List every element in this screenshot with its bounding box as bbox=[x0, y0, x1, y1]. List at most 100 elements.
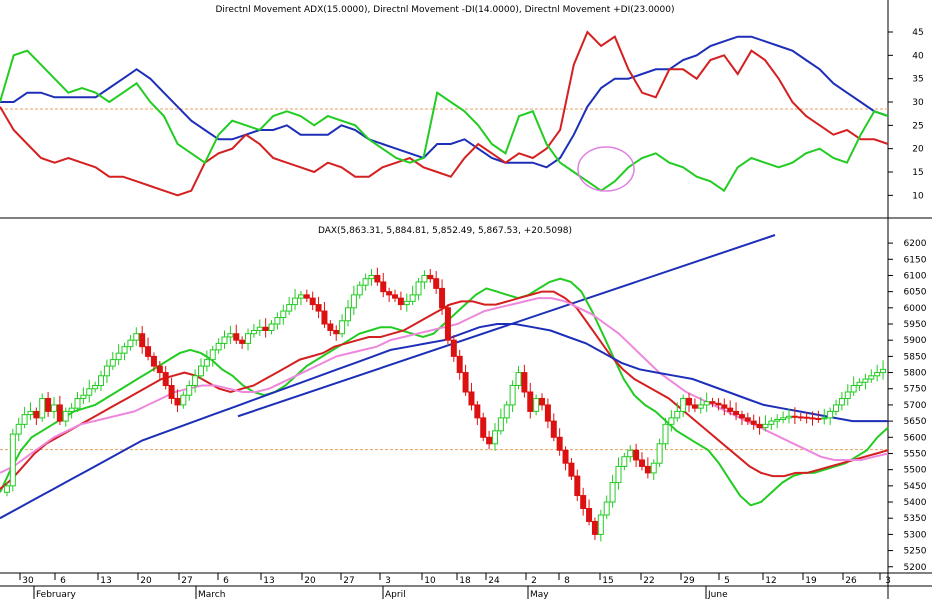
candle-body bbox=[697, 404, 704, 409]
candle-body bbox=[621, 456, 628, 467]
price-y-tick-label: 5750 bbox=[904, 385, 927, 395]
dmi-y-tick-label: 45 bbox=[912, 28, 923, 38]
candle-body bbox=[315, 304, 322, 312]
price-y-tick-label: 5400 bbox=[904, 498, 927, 508]
adx-line bbox=[0, 35, 889, 169]
dmi-panel bbox=[0, 30, 889, 197]
candle-body bbox=[245, 333, 252, 344]
price-y-tick-label: 5200 bbox=[904, 563, 927, 573]
candle-body bbox=[309, 297, 316, 306]
candle-body bbox=[397, 297, 404, 306]
candle-body bbox=[586, 508, 593, 522]
candle-body bbox=[539, 397, 546, 406]
candle-body bbox=[327, 323, 334, 331]
price-y-tick-label: 6050 bbox=[904, 288, 927, 298]
ma-long-line bbox=[0, 323, 888, 520]
candle-body bbox=[709, 401, 716, 404]
x-tick-label: 6 bbox=[223, 576, 229, 586]
x-tick-label: 27 bbox=[343, 576, 354, 586]
candle-body bbox=[39, 397, 46, 419]
x-tick-label: 12 bbox=[765, 576, 776, 586]
x-tick-label: 13 bbox=[100, 576, 111, 586]
candle-body bbox=[98, 375, 105, 387]
candle-body bbox=[556, 436, 563, 451]
candle-body bbox=[503, 404, 510, 419]
x-tick-label: 15 bbox=[602, 576, 613, 586]
candle-body bbox=[344, 307, 351, 322]
candle-body bbox=[109, 359, 116, 367]
candle-body bbox=[715, 402, 722, 406]
candle-body bbox=[691, 404, 698, 409]
top-panel-title: Directnl Movement ADX(15.0000), Directnl… bbox=[215, 5, 674, 15]
candle-body bbox=[468, 391, 475, 406]
candle-body bbox=[215, 342, 222, 351]
candle-body bbox=[439, 287, 446, 309]
candle-body bbox=[686, 397, 693, 406]
candle-body bbox=[392, 294, 399, 299]
candle-body bbox=[362, 278, 369, 286]
price-y-tick-label: 5500 bbox=[904, 466, 927, 476]
candle-body bbox=[680, 397, 687, 412]
candle-body bbox=[21, 414, 28, 425]
candle-body bbox=[62, 410, 69, 422]
candle-body bbox=[862, 378, 869, 383]
x-tick-label: 5 bbox=[724, 576, 730, 586]
candle-body bbox=[486, 436, 493, 445]
price-y-tick-label: 5650 bbox=[904, 417, 927, 427]
month-label: February bbox=[36, 590, 77, 599]
dmi-y-tick-label: 25 bbox=[912, 121, 923, 131]
candle-body bbox=[815, 418, 822, 421]
candle-body bbox=[197, 365, 204, 377]
candle-body bbox=[633, 449, 640, 461]
price-y-tick-label: 5800 bbox=[904, 369, 927, 379]
candle-body bbox=[733, 410, 740, 416]
bottom-panel-title: DAX(5,863.31, 5,884.81, 5,852.49, 5,867.… bbox=[318, 226, 572, 236]
candle-body bbox=[544, 404, 551, 422]
candle-body bbox=[533, 397, 540, 412]
candle-body bbox=[280, 310, 287, 319]
candle-body bbox=[92, 385, 99, 390]
candle-body bbox=[644, 465, 651, 474]
candle-body bbox=[456, 355, 463, 374]
candle-body bbox=[168, 385, 175, 399]
candle-body bbox=[433, 278, 440, 289]
candle-body bbox=[550, 420, 557, 438]
price-y-tick-label: 5450 bbox=[904, 482, 927, 492]
candle-body bbox=[339, 320, 346, 335]
dmi-y-tick-label: 40 bbox=[912, 51, 924, 61]
candle-body bbox=[297, 294, 304, 299]
month-label: June bbox=[707, 590, 728, 599]
candle-body bbox=[186, 385, 193, 396]
candle-body bbox=[780, 417, 787, 420]
candle-body bbox=[139, 333, 146, 348]
candle-body bbox=[3, 485, 10, 493]
candle-body bbox=[874, 372, 881, 377]
candle-body bbox=[103, 365, 110, 377]
candle-body bbox=[374, 274, 381, 283]
x-tick-label: 22 bbox=[643, 576, 654, 586]
x-tick-label: 24 bbox=[488, 576, 500, 586]
candle-body bbox=[450, 339, 457, 357]
candle-body bbox=[356, 284, 363, 296]
ma-fast-line bbox=[0, 277, 889, 507]
price-y-tick-label: 5550 bbox=[904, 449, 927, 459]
dmi-y-tick-label: 35 bbox=[912, 75, 923, 85]
price-y-tick-label: 5950 bbox=[904, 320, 927, 330]
candle-body bbox=[838, 397, 845, 406]
candle-body bbox=[850, 385, 857, 393]
dmi-y-tick-label: 20 bbox=[912, 145, 924, 155]
x-tick-label: 10 bbox=[424, 576, 436, 586]
x-tick-label: 13 bbox=[263, 576, 274, 586]
candle-body bbox=[427, 274, 434, 280]
candle-body bbox=[203, 359, 210, 367]
candle-body bbox=[568, 462, 575, 477]
candle-body bbox=[497, 417, 504, 432]
candle-body bbox=[180, 394, 187, 406]
price-y-tick-label: 5350 bbox=[904, 514, 927, 524]
candle-body bbox=[350, 294, 357, 309]
candle-body bbox=[527, 391, 534, 412]
dmi-y-tick-label: 30 bbox=[912, 98, 924, 108]
x-tick-label: 19 bbox=[805, 576, 817, 586]
candle-body bbox=[768, 420, 775, 425]
